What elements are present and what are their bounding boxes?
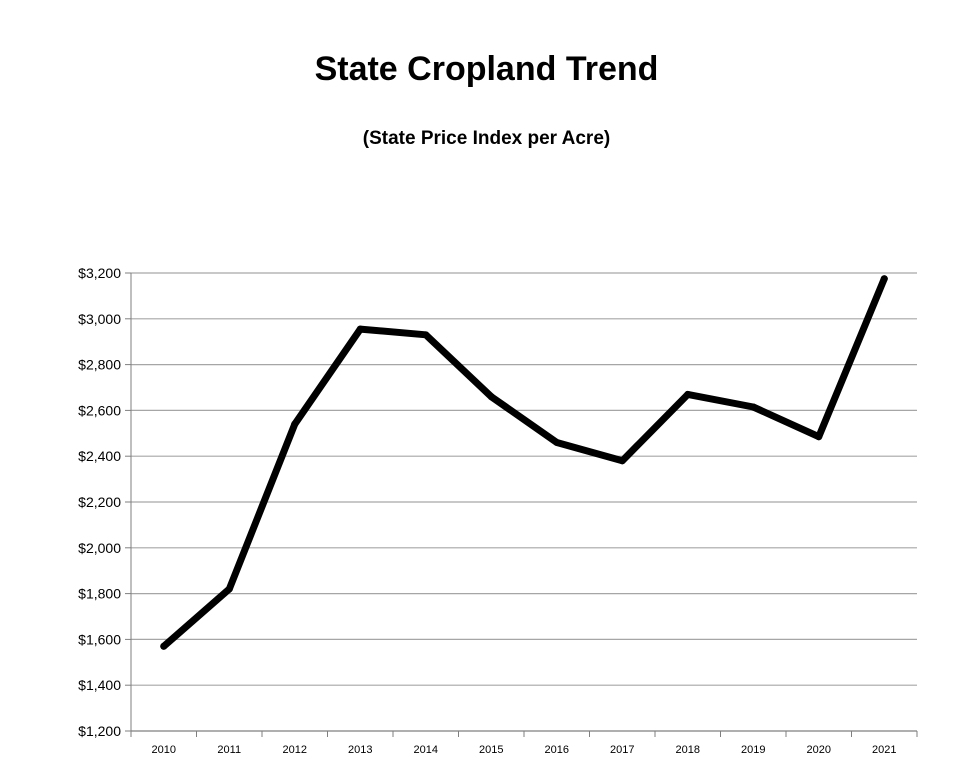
chart-title: State Cropland Trend (314, 50, 659, 88)
y-tick-label-2200: $2,200 (78, 494, 121, 510)
y-tick-label-2800: $2,800 (78, 357, 121, 373)
data-point-2018 (684, 390, 692, 398)
y-tick-label-3200: $3,200 (78, 265, 121, 281)
y-tick-label-2400: $2,400 (78, 448, 121, 464)
axes (130, 273, 918, 737)
data-point-2017 (618, 457, 626, 465)
x-tick-label-2011: 2011 (217, 744, 241, 756)
y-tick-label-2600: $2,600 (78, 402, 121, 418)
chart-subtitle: (State Price Index per Acre) (362, 128, 611, 149)
data-point-2015 (487, 393, 495, 401)
x-tick-label-2018: 2018 (676, 744, 700, 756)
data-point-2019 (749, 403, 757, 411)
x-axis-tick-labels: 2010 2011 2012 2013 2014 2015 2016 2017 2018 2019… (152, 744, 897, 756)
data-point-2016 (553, 438, 561, 446)
y-tick-label-2000: $2,000 (78, 540, 121, 556)
x-tick-label-2016: 2016 (545, 744, 569, 756)
x-tick-label-2010: 2010 (152, 744, 176, 756)
y-tick-label-1600: $1,600 (78, 631, 121, 647)
x-tick-label-2013: 2013 (348, 744, 372, 756)
gridlines (125, 272, 917, 732)
data-point-2013 (356, 325, 364, 333)
x-tick-label-2020: 2020 (807, 744, 831, 756)
x-tick-label-2019: 2019 (741, 744, 765, 756)
x-tick-label-2014: 2014 (414, 744, 438, 756)
data-point-2010 (160, 642, 168, 650)
data-point-2012 (291, 420, 299, 428)
y-axis-tick-labels: $1,200 $1,400 $1,600 $1,800 $2,000 $2,200 $2,4… (78, 265, 121, 739)
y-tick-label-1400: $1,400 (78, 677, 121, 693)
y-tick-label-1800: $1,800 (78, 586, 121, 602)
x-tick-label-2015: 2015 (479, 744, 503, 756)
data-point-2020 (815, 433, 823, 441)
x-tick-label-2012: 2012 (283, 744, 307, 756)
x-tick-label-2021: 2021 (872, 744, 896, 756)
series-line-group (160, 275, 888, 650)
y-tick-label-1200: $1,200 (78, 723, 121, 739)
x-tick-label-2017: 2017 (610, 744, 634, 756)
series-line (160, 275, 888, 650)
y-tick-label-3000: $3,000 (78, 311, 121, 327)
data-point-2011 (225, 585, 233, 593)
data-point-2014 (422, 331, 430, 339)
data-point-2021 (880, 275, 888, 283)
